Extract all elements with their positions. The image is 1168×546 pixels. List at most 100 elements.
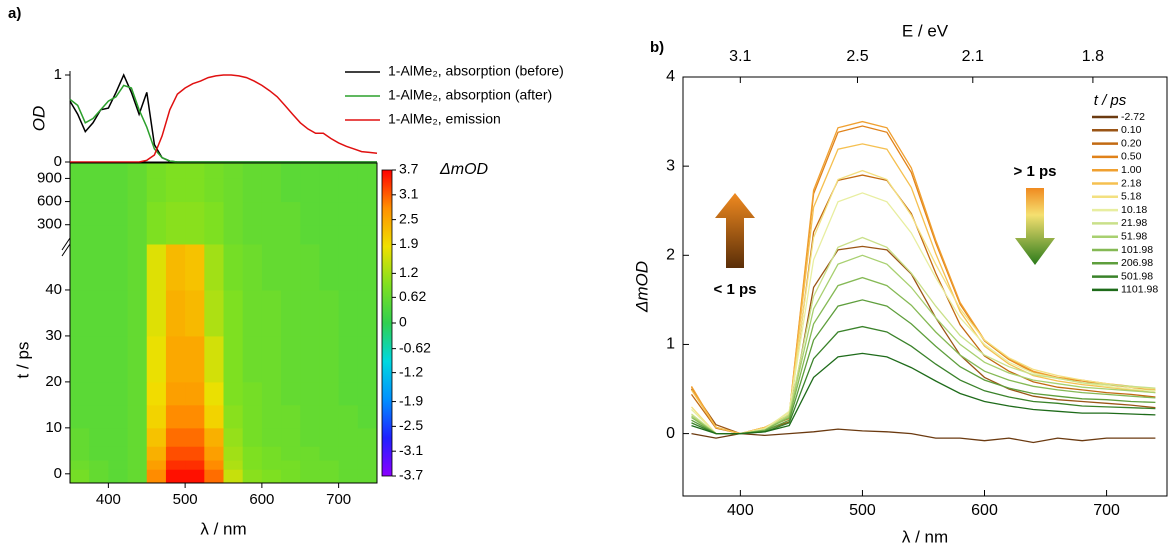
legend-label: 5.18 — [1121, 191, 1142, 203]
heatmap-cell — [108, 404, 129, 429]
annotation: < 1 ps — [714, 281, 757, 298]
heatmap-cell — [338, 469, 359, 484]
heatmap-cell — [185, 289, 205, 337]
heatmap-cell — [185, 446, 205, 461]
heatmap-cell — [357, 224, 378, 245]
heatmap-cell — [338, 163, 359, 179]
heatmap-cell — [300, 427, 320, 447]
y-tick-label: 4 — [666, 68, 675, 85]
heatmap-cells — [70, 163, 378, 484]
legend-label: 1-AlMe₂, absorption (before) — [388, 63, 564, 79]
heatmap-cell — [165, 469, 186, 484]
heatmap-cell — [281, 460, 301, 470]
y-tick-label: 0 — [666, 425, 675, 442]
heatmap-cell — [89, 201, 109, 226]
heatmap-cell — [223, 289, 244, 337]
y-tick-label: 30 — [45, 327, 62, 344]
heatmap-cell — [89, 427, 109, 447]
heatmap-cell — [357, 244, 378, 291]
heatmap-cell — [146, 381, 167, 406]
heatmap-cell — [300, 201, 320, 226]
heatmap-cell — [281, 469, 301, 484]
colorbar-tick-label: 2.5 — [399, 210, 419, 226]
heatmap-cell — [70, 427, 90, 447]
legend-label: 0.10 — [1121, 124, 1142, 136]
x-tick-label: 700 — [1093, 502, 1120, 519]
heatmap-cell — [319, 289, 340, 337]
x2-tick-label: 1.8 — [1082, 48, 1104, 65]
colorbar-tick-label: 1.2 — [399, 264, 419, 280]
x-tick-label: 700 — [326, 491, 351, 508]
heatmap-cell — [223, 404, 244, 429]
heatmap-cell — [242, 244, 263, 291]
heatmap-cell — [185, 469, 205, 484]
heatmap-cell — [70, 446, 90, 461]
legend-label: 1-AlMe₂, emission — [388, 111, 501, 127]
series-line — [69, 84, 377, 163]
heatmap-cell — [127, 460, 148, 470]
heatmap-cell — [281, 178, 301, 203]
heatmap-cell — [281, 335, 301, 383]
heatmap-cell — [319, 244, 340, 291]
heatmap-cell — [204, 201, 224, 226]
heatmap-cell — [281, 201, 301, 226]
heatmap-cell — [300, 469, 320, 484]
heatmap-cell — [300, 224, 320, 245]
heatmap-cell — [319, 446, 340, 461]
heatmap-cell — [204, 404, 224, 429]
heatmap-cell — [165, 201, 186, 226]
heatmap-cell — [146, 446, 167, 461]
heatmap-cell — [70, 244, 90, 291]
legend-label: 101.98 — [1121, 244, 1153, 256]
x-tick-label: 400 — [727, 502, 754, 519]
heatmap-cell — [89, 224, 109, 245]
series-line — [691, 352, 1156, 435]
heatmap-cell — [357, 427, 378, 447]
heatmap-cell — [319, 460, 340, 470]
heatmap-cell — [165, 381, 186, 406]
heatmap-cell — [127, 289, 148, 337]
y-axis-label: ΔmOD — [632, 261, 651, 313]
heatmap-cell — [204, 224, 224, 245]
y-tick-label: 300 — [37, 216, 62, 233]
heatmap-cell — [281, 224, 301, 245]
colorbar-label: ΔmOD — [439, 161, 489, 178]
legend-label: 21.98 — [1121, 217, 1147, 229]
heatmap-cell — [70, 289, 90, 337]
heatmap-cell — [300, 446, 320, 461]
y-tick-label: 0 — [54, 465, 62, 482]
series-line — [691, 428, 1156, 444]
heatmap-cell — [70, 460, 90, 470]
legend-label: 10.18 — [1121, 204, 1147, 216]
heatmap-cell — [108, 163, 129, 179]
legend-label: 1-AlMe₂, absorption (after) — [388, 87, 552, 103]
heatmap-cell — [204, 381, 224, 406]
heatmap-cell — [338, 178, 359, 203]
heatmap-cell — [165, 335, 186, 383]
heatmap-cell — [223, 460, 244, 470]
panel-label: a) — [8, 5, 21, 22]
heatmap-cell — [146, 178, 167, 203]
heatmap-cell — [70, 335, 90, 383]
heatmap-cell — [338, 381, 359, 406]
heatmap-cell — [146, 224, 167, 245]
heatmap-cell — [146, 460, 167, 470]
colorbar-tick-label: -0.62 — [399, 339, 431, 355]
heatmap-cell — [242, 427, 263, 447]
heatmap-cell — [261, 201, 282, 226]
heatmap-cell — [185, 163, 205, 179]
axis-break — [61, 243, 71, 257]
heatmap-cell — [127, 244, 148, 291]
legend-label: 0.50 — [1121, 151, 1142, 163]
series-group — [690, 120, 1156, 444]
heatmap-cell — [70, 178, 90, 203]
heatmap-cell — [108, 381, 129, 406]
heatmap-cell — [223, 244, 244, 291]
x2-tick-label: 2.1 — [962, 48, 984, 65]
heatmap-cell — [146, 289, 167, 337]
heatmap-cell — [165, 446, 186, 461]
heatmap-cell — [261, 244, 282, 291]
heatmap-cell — [185, 427, 205, 447]
heatmap-cell — [242, 381, 263, 406]
heatmap-cell — [357, 469, 378, 484]
